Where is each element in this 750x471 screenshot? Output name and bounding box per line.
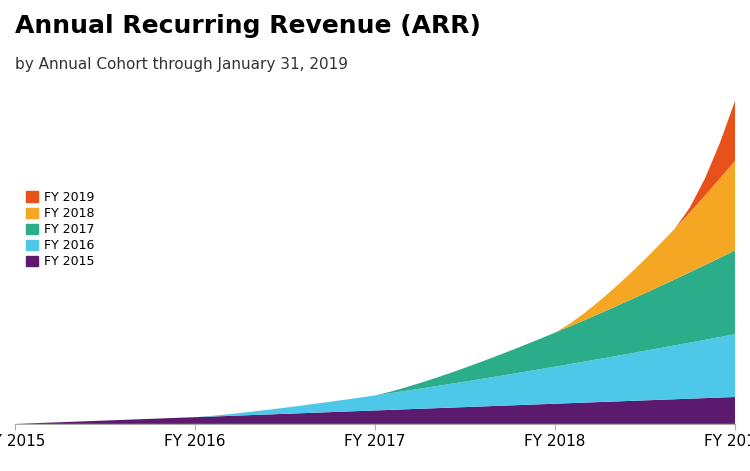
Text: Annual Recurring Revenue (ARR): Annual Recurring Revenue (ARR) — [15, 14, 481, 38]
Text: by Annual Cohort through January 31, 2019: by Annual Cohort through January 31, 201… — [15, 57, 348, 72]
Legend: FY 2019, FY 2018, FY 2017, FY 2016, FY 2015: FY 2019, FY 2018, FY 2017, FY 2016, FY 2… — [21, 186, 99, 274]
